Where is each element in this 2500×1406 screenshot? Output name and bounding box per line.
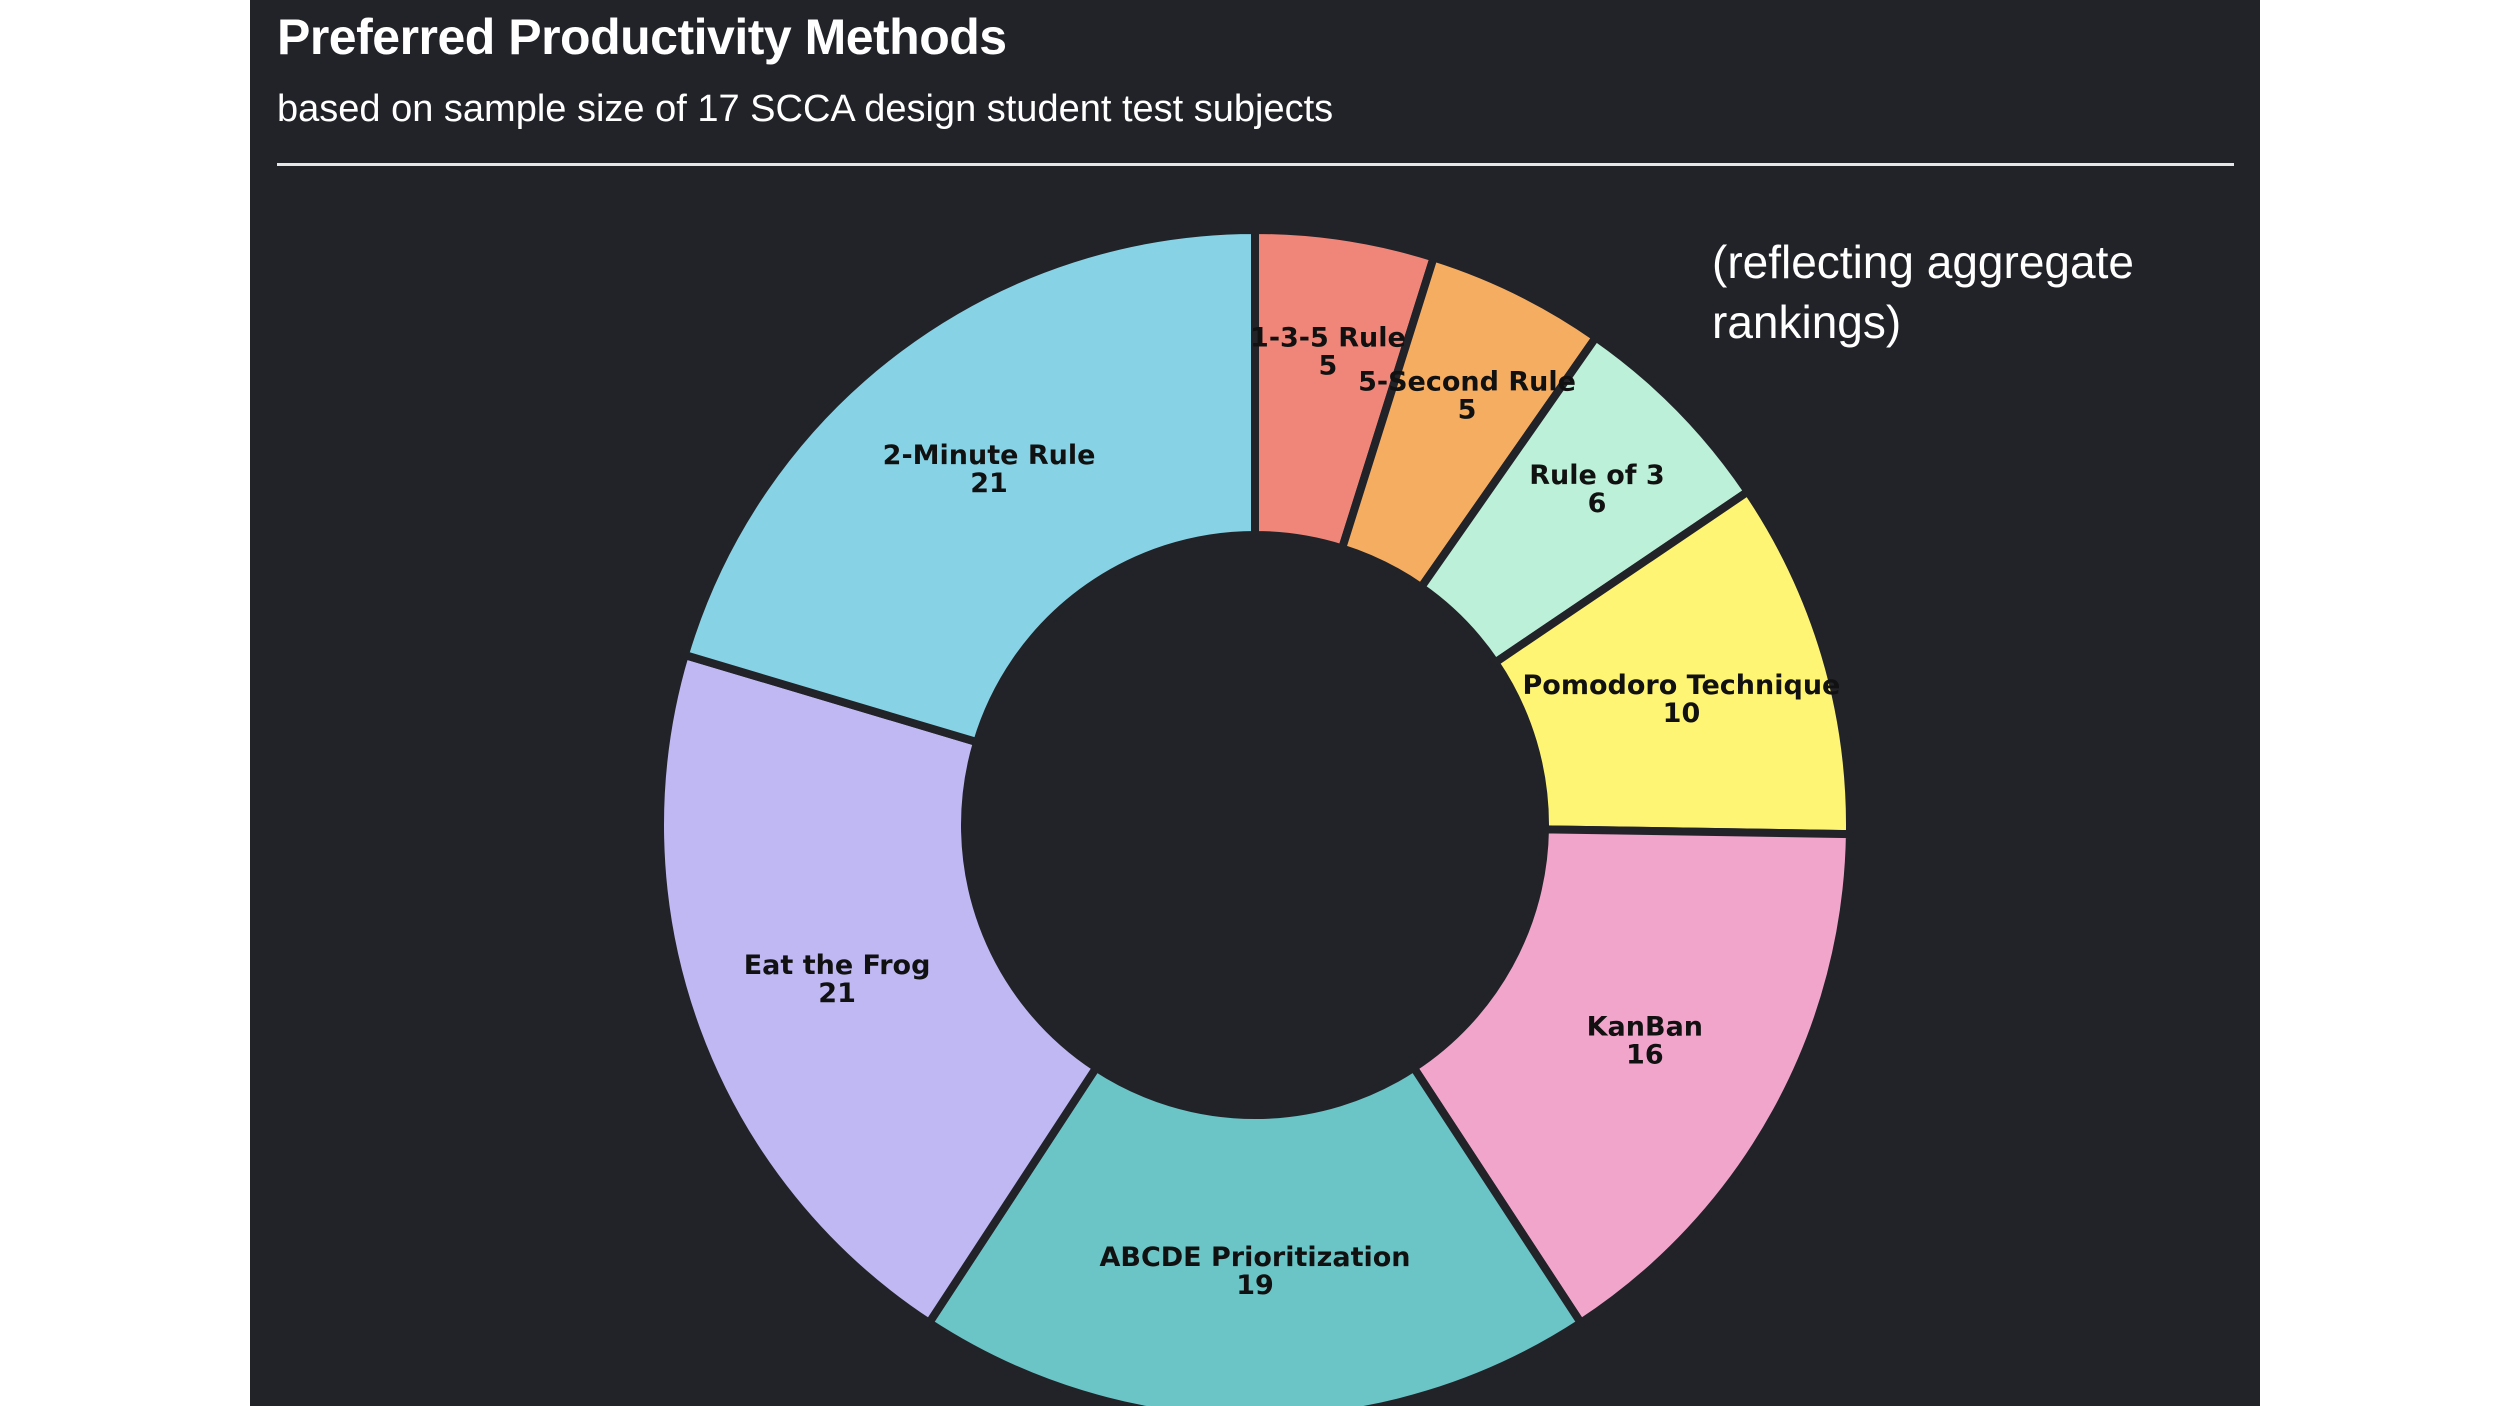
slice-label-rule-of-3: Rule of 3 <box>1529 460 1664 491</box>
slice-label-abcde-prioritization: ABCDE Prioritization <box>1099 1242 1410 1273</box>
chart-subtitle: based on sample size of 17 SCCA design s… <box>277 88 1334 130</box>
slice-value-kanban: 16 <box>1626 1040 1664 1071</box>
slice-label-pomodoro-technique: Pomodoro Technique <box>1523 670 1841 701</box>
slice-2-minute-rule <box>680 226 1259 747</box>
slice-eat-the-frog <box>656 650 1101 1327</box>
title-divider <box>277 163 2234 166</box>
slice-pomodoro-technique <box>1491 487 1854 839</box>
chart-annotation: (reflecting aggregate rankings) <box>1712 236 2134 348</box>
slice-label-5-second-rule: 5-Second Rule <box>1358 366 1576 397</box>
slice-label-eat-the-frog: Eat the Frog <box>744 950 931 981</box>
slice-value-abcde-prioritization: 19 <box>1236 1270 1274 1301</box>
donut-slices <box>656 226 1854 1406</box>
chart-title: Preferred Productivity Methods <box>277 9 1007 65</box>
chart-panel: Preferred Productivity Methods based on … <box>250 0 2260 1406</box>
slice-kanban <box>1409 825 1854 1327</box>
slice-label-1-3-5-rule: 1-3-5 Rule <box>1250 323 1406 354</box>
slice-value-eat-the-frog: 21 <box>818 978 856 1009</box>
slice-value-2-minute-rule: 21 <box>970 468 1008 499</box>
slice-value-1-3-5-rule: 5 <box>1319 351 1338 382</box>
slice-value-5-second-rule: 5 <box>1458 394 1477 425</box>
slice-label-kanban: KanBan <box>1587 1012 1703 1043</box>
slice-value-pomodoro-technique: 10 <box>1663 698 1701 729</box>
slice-value-rule-of-3: 6 <box>1588 488 1607 519</box>
slice-abcde-prioritization <box>925 1063 1585 1406</box>
slice-label-2-minute-rule: 2-Minute Rule <box>883 440 1096 471</box>
